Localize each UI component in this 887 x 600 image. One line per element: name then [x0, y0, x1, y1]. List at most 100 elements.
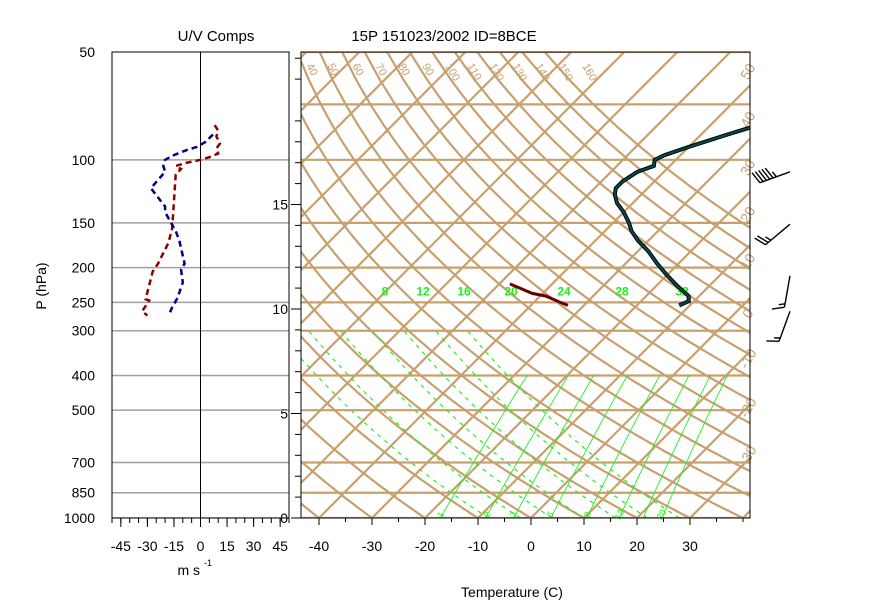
- skewt-title: 15P 151023/2002 ID=8BCE: [351, 28, 536, 45]
- temperature-tick-label: 20: [629, 538, 645, 554]
- uv-tick-label: 0: [197, 538, 205, 554]
- moist-adiabat-label: 8: [582, 510, 593, 519]
- dry-adiabat-line: [363, 52, 750, 402]
- dry-adiabat-line: [301, 160, 744, 518]
- temperature-tick-label: 10: [576, 538, 592, 554]
- moist-adiabat-label: 5: [545, 510, 556, 519]
- dry-adiabat-line: [301, 502, 320, 518]
- temperature-tick-label: -40: [309, 538, 329, 554]
- skewt-frame: [300, 51, 751, 519]
- isotherm-edge-label: 50: [737, 61, 759, 83]
- wind-barb-half-feather: [778, 303, 786, 306]
- isotherm-line: [301, 52, 626, 379]
- isotherm-edge-label: -30: [736, 443, 760, 469]
- dry-adiabat-line: [301, 58, 750, 473]
- isotherm-line: [301, 52, 520, 272]
- wind-barb-feather: [764, 167, 774, 179]
- dry-adiabat-label: 150: [555, 62, 575, 84]
- uv-tick-label: -15: [164, 538, 184, 554]
- uv-tick-label: -45: [111, 538, 131, 554]
- dry-adiabat-line: [301, 111, 750, 498]
- isotherm-edge-label: 0: [739, 306, 757, 321]
- uv-tick-label: 45: [272, 538, 288, 554]
- temperature-tick-label: 30: [682, 538, 698, 554]
- dry-adiabat-line: [301, 250, 638, 518]
- dewpoint-profile-line: [509, 282, 569, 307]
- isotherm-edge-label: 20: [737, 204, 759, 226]
- mixing-ratio-label: 8: [382, 284, 389, 298]
- isotherm-line: [796, 52, 887, 518]
- temperature-tick-label: 0: [527, 538, 535, 554]
- uv-grid: [112, 52, 289, 518]
- dry-adiabat-line: [431, 52, 750, 334]
- wind-barbs: [751, 167, 791, 342]
- pressure-tick-label: 700: [72, 455, 96, 471]
- isotherm-line: [636, 403, 750, 518]
- dry-adiabat-label: 70: [372, 62, 389, 79]
- isotherm-line: [301, 52, 732, 485]
- pressure-tick-label: 300: [72, 323, 96, 339]
- mixing-ratio-line: [586, 375, 660, 518]
- temperature-tick-label: -10: [468, 538, 488, 554]
- isotherm-line: [849, 52, 887, 518]
- isotherm-line: [0, 52, 147, 518]
- wind-barb-feather: [754, 171, 764, 183]
- uv-xlabel: m s: [177, 562, 200, 578]
- dry-adiabat-label: 100: [442, 62, 462, 84]
- wind-barb-feather: [771, 306, 785, 310]
- moist-adiabat-line: [308, 330, 521, 518]
- isotherm-line: [424, 190, 750, 518]
- dry-adiabat-label: 50: [324, 62, 341, 79]
- dry-adiabat-label: 140: [532, 62, 552, 84]
- isotherm-edge-label: 10: [737, 251, 759, 273]
- moist-adiabat-label: 20: [655, 508, 669, 522]
- height-tick-label: 10: [272, 301, 288, 317]
- mixing-ratio-line: [618, 375, 690, 518]
- moist-adiabat-label: 12: [613, 508, 627, 522]
- isotherm-line: [742, 509, 750, 518]
- pressure-tick-label: 500: [72, 402, 96, 418]
- dry-adiabat-label: 110: [464, 62, 483, 83]
- mixing-ratio-label: 24: [557, 284, 571, 298]
- dry-adiabat-line: [301, 376, 479, 518]
- mixing-ratio-label: 28: [615, 284, 629, 298]
- isotherm-line: [530, 296, 750, 518]
- isotherm-line: [583, 349, 750, 518]
- mixing-ratio-line: [485, 375, 569, 518]
- uv-tick-label: -30: [137, 538, 157, 554]
- mixing-ratio-line: [661, 375, 728, 518]
- uv-component-line: [140, 124, 222, 317]
- pressure-tick-label: 200: [72, 260, 96, 276]
- uv-ylabel: P (hPa): [33, 262, 49, 309]
- mixing-ratio-label: 20: [504, 284, 518, 298]
- wind-barb-staff: [759, 171, 791, 184]
- temperature-tick-label: -30: [362, 538, 382, 554]
- isotherm-line: [301, 52, 573, 325]
- moist-adiabat-label: 2: [482, 510, 493, 519]
- pressure-tick-label: 250: [72, 294, 96, 310]
- wind-barb-staff: [778, 310, 791, 342]
- pressure-tick-label: 850: [72, 485, 96, 501]
- isotherm-edge-label: 30: [737, 157, 759, 179]
- dry-adiabat-label: 40: [303, 62, 320, 79]
- dry-adiabat-line: [476, 52, 750, 292]
- wind-barb-feather: [761, 168, 771, 180]
- dry-adiabat-label: 90: [419, 62, 436, 79]
- pressure-tick-label: 1000: [64, 510, 95, 526]
- isotherm-line: [301, 52, 414, 166]
- skewt-background-lines: [0, 52, 887, 518]
- pressure-tick-label: 400: [72, 367, 96, 383]
- dry-adiabat-line: [386, 52, 750, 379]
- wind-barb-feather: [754, 237, 766, 246]
- isotherm-edge-label: 40: [737, 109, 759, 131]
- uv-xlabel-exponent: -1: [204, 558, 212, 568]
- height-tick-label: 15: [272, 197, 288, 213]
- mixing-ratio-line: [642, 375, 711, 518]
- uv-component-line: [149, 133, 214, 317]
- moist-adiabat-label: 3: [508, 510, 519, 519]
- dry-adiabat-line: [453, 52, 750, 313]
- wind-barb-staff: [765, 223, 791, 246]
- dry-adiabat-label: 80: [395, 62, 412, 79]
- dry-adiabat-line: [408, 52, 750, 356]
